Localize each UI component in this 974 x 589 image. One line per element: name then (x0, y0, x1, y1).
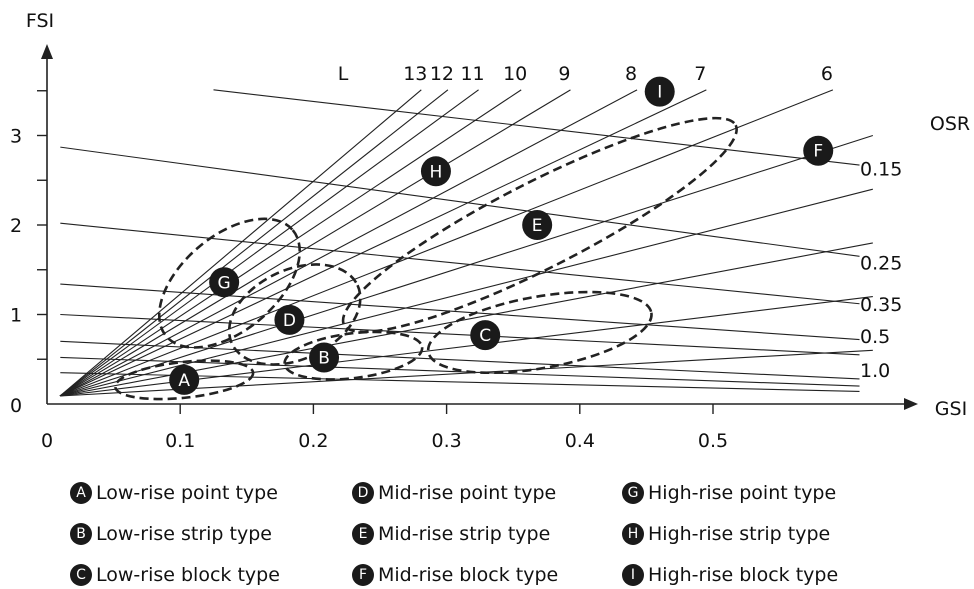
type-badge-a (169, 364, 200, 395)
type-badge-letter: D (283, 311, 296, 331)
type-badge-letter: B (318, 348, 330, 368)
x-tick-label: 0.5 (698, 430, 728, 452)
legend-badge-d: D (352, 482, 374, 504)
y-tick-label: 0 (10, 395, 22, 417)
osr-header-label: OSR (930, 113, 970, 135)
legend-label-d: Mid-rise point type (378, 482, 557, 504)
legend-badge-a: A (70, 482, 92, 504)
x-axis-label: GSI (935, 398, 967, 420)
osr-line (60, 313, 860, 356)
l-line (59, 89, 422, 397)
type-region-b (283, 330, 424, 381)
type-badge-letter: F (813, 142, 823, 162)
l-header-label: L (338, 63, 349, 85)
l-line-label: 12 (430, 63, 454, 85)
type-badge-g (209, 267, 240, 298)
l-line-label: 7 (694, 63, 706, 85)
l-line (59, 89, 834, 397)
osr-line-label: 0.5 (860, 326, 890, 348)
legend-label-i: High-rise block type (648, 564, 839, 586)
legend-item-a: A Low-rise point type (70, 479, 278, 507)
x-axis-arrow-icon (904, 398, 918, 410)
legend-label-a: Low-rise point type (96, 482, 278, 504)
osr-line-label: 0.35 (860, 294, 902, 316)
type-badge-b (309, 342, 340, 373)
x-tick-label: 0 (41, 430, 53, 452)
x-tick-label: 0.1 (165, 430, 195, 452)
l-line (59, 188, 873, 397)
legend-label-g: High-rise point type (648, 482, 837, 504)
type-badge-letter: A (178, 371, 190, 391)
legend-badge-g: G (622, 482, 644, 504)
l-line (59, 89, 522, 397)
osr-line-label: 1.0 (860, 360, 890, 382)
type-region-e (341, 116, 738, 334)
osr-line (213, 89, 860, 166)
y-axis-label: FSI (26, 10, 54, 32)
legend-item-c: C Low-rise block type (70, 561, 280, 589)
x-tick-label: 0.2 (298, 430, 328, 452)
legend-badge-e: E (352, 523, 374, 545)
l-line (59, 89, 479, 397)
legend-item-h: H High-rise strip type (622, 520, 830, 548)
type-badge-letter: I (657, 83, 662, 103)
legend-badge-f: F (352, 564, 374, 586)
osr-line-label: 0.15 (860, 159, 902, 181)
legend-item-d: D Mid-rise point type (352, 479, 556, 507)
x-tick-label: 0.3 (431, 430, 461, 452)
l-line-label: 9 (558, 63, 570, 85)
l-line-label: 6 (821, 63, 833, 85)
y-tick-label: 1 (10, 305, 22, 327)
legend-label-b: Low-rise strip type (96, 523, 272, 545)
y-tick-label: 2 (10, 215, 22, 237)
legend-item-b: B Low-rise strip type (70, 520, 272, 548)
l-line-label: 10 (503, 63, 527, 85)
l-line-label: 8 (625, 63, 637, 85)
type-badge-h (420, 156, 451, 187)
y-axis-arrow-icon (41, 44, 53, 59)
legend-label-f: Mid-rise block type (378, 564, 559, 586)
legend-badge-h: H (622, 523, 644, 545)
osr-line (60, 283, 860, 341)
legend-item-f: F Mid-rise block type (352, 561, 558, 589)
legend: A Low-rise point type B Low-rise strip t… (70, 474, 950, 586)
legend-badge-i: I (622, 564, 644, 586)
osr-line (60, 146, 860, 257)
type-badge-d (274, 304, 305, 335)
y-tick-label: 3 (10, 126, 22, 148)
l-line-label: 13 (403, 63, 427, 85)
legend-label-e: Mid-rise strip type (378, 523, 551, 545)
type-region-g (157, 217, 302, 349)
l-line (59, 89, 638, 397)
osr-line (60, 340, 860, 380)
x-tick-label: 0.4 (565, 430, 595, 452)
legend-item-g: G High-rise point type (622, 479, 836, 507)
l-line (59, 89, 707, 397)
legend-item-i: I High-rise block type (622, 561, 838, 589)
legend-badge-c: C (70, 564, 92, 586)
type-badge-e (522, 210, 553, 240)
type-badge-letter: H (430, 162, 443, 182)
type-badge-letter: C (479, 326, 491, 346)
type-badge-i (644, 76, 675, 107)
legend-item-e: E Mid-rise strip type (352, 520, 550, 548)
l-line (59, 134, 874, 397)
type-badge-letter: G (218, 273, 231, 293)
osr-line (60, 222, 860, 305)
type-badge-f (803, 135, 834, 166)
type-region-c (426, 290, 653, 375)
legend-label-c: Low-rise block type (96, 564, 280, 586)
type-region-a (113, 359, 255, 401)
type-badge-c (470, 320, 501, 351)
type-badge-letter: E (532, 216, 543, 236)
l-line-label: 11 (460, 63, 484, 85)
legend-label-h: High-rise strip type (648, 523, 831, 545)
osr-line-label: 0.25 (860, 253, 902, 275)
osr-line (60, 356, 860, 387)
legend-badge-b: B (70, 523, 92, 545)
